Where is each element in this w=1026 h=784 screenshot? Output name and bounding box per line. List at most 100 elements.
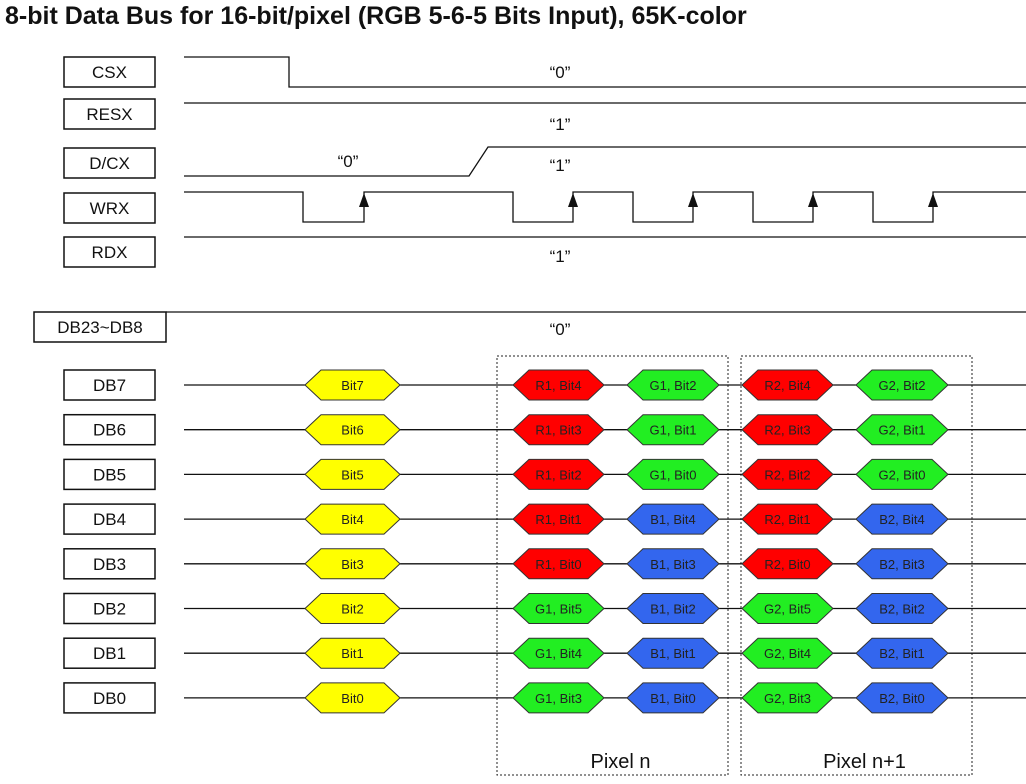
data-bit-cell bbox=[304, 682, 401, 714]
data-bit-cell bbox=[304, 637, 401, 669]
data-bit-label: G1, Bit5 bbox=[535, 602, 582, 617]
data-bit-label: G1, Bit4 bbox=[535, 646, 582, 661]
data-bit-cell bbox=[512, 682, 605, 714]
data-bit-cell bbox=[512, 414, 605, 446]
level-text: “1” bbox=[550, 247, 571, 266]
data-bit-cell bbox=[741, 593, 834, 624]
signal-label: DB7 bbox=[93, 376, 126, 395]
signal-label-box bbox=[63, 682, 156, 714]
rising-edge-arrow-icon bbox=[568, 193, 578, 207]
data-bit-label: B2, Bit1 bbox=[879, 646, 925, 661]
signal-label: DB1 bbox=[93, 644, 126, 663]
data-bit-label: R1, Bit4 bbox=[535, 378, 581, 393]
data-bit-label: Bit3 bbox=[341, 557, 363, 572]
data-bit-label: G2, Bit3 bbox=[764, 691, 811, 706]
signal-label-box bbox=[63, 458, 156, 491]
diagram-title: 8-bit Data Bus for 16-bit/pixel (RGB 5-6… bbox=[5, 2, 747, 30]
data-bit-label: G2, Bit0 bbox=[879, 467, 926, 482]
rising-edge-arrow-icon bbox=[359, 193, 369, 207]
data-bit-cell bbox=[855, 369, 949, 401]
signal-label: DB6 bbox=[93, 421, 126, 440]
data-bit-label: R1, Bit2 bbox=[535, 467, 581, 482]
data-bit-cell bbox=[626, 593, 720, 624]
data-bit-cell bbox=[512, 369, 605, 401]
signal-label: DB4 bbox=[93, 510, 126, 529]
data-bit-cell bbox=[741, 548, 834, 580]
data-bit-label: R2, Bit0 bbox=[764, 557, 810, 572]
signal-label: RDX bbox=[92, 243, 128, 262]
signal-label: DB5 bbox=[93, 465, 126, 484]
data-bit-label: G1, Bit2 bbox=[650, 378, 697, 393]
data-bit-cell bbox=[855, 548, 949, 580]
signal-label-box bbox=[33, 311, 167, 343]
data-bit-label: R1, Bit3 bbox=[535, 423, 581, 438]
data-bit-cell bbox=[855, 682, 949, 714]
rising-edge-arrow-icon bbox=[688, 193, 698, 207]
data-bit-label: R2, Bit2 bbox=[764, 467, 810, 482]
data-bit-label: R1, Bit0 bbox=[535, 557, 581, 572]
signal-label: DB3 bbox=[93, 555, 126, 574]
rising-edge-arrow-icon bbox=[808, 193, 818, 207]
data-bit-cell bbox=[741, 682, 834, 714]
data-bit-label: G2, Bit2 bbox=[879, 378, 926, 393]
data-bit-cell bbox=[512, 593, 605, 624]
data-bit-cell bbox=[304, 458, 401, 490]
data-bit-cell bbox=[626, 682, 720, 714]
signal-label: RESX bbox=[86, 105, 132, 124]
signal-label: WRX bbox=[90, 199, 130, 218]
data-bit-cell bbox=[741, 414, 834, 446]
data-bit-cell bbox=[512, 503, 605, 535]
signal-label-box bbox=[63, 369, 156, 401]
data-bit-label: G1, Bit3 bbox=[535, 691, 582, 706]
data-bit-label: Bit7 bbox=[341, 378, 363, 393]
level-text: “0” bbox=[550, 320, 571, 339]
data-bit-label: G1, Bit1 bbox=[650, 423, 697, 438]
rising-edge-arrow-icon bbox=[928, 193, 938, 207]
data-bit-label: B1, Bit0 bbox=[650, 691, 696, 706]
data-bit-label: Bit6 bbox=[341, 423, 363, 438]
data-bit-label: B2, Bit0 bbox=[879, 691, 925, 706]
signal-label: DB2 bbox=[93, 600, 126, 619]
data-bit-label: B1, Bit3 bbox=[650, 557, 696, 572]
data-bit-cell bbox=[741, 369, 834, 401]
data-bit-label: R2, Bit1 bbox=[764, 512, 810, 527]
data-bit-label: Bit4 bbox=[341, 512, 363, 527]
csx-waveform bbox=[184, 56, 1026, 88]
data-bit-label: G2, Bit4 bbox=[764, 646, 811, 661]
signal-label-box bbox=[63, 236, 156, 268]
data-bit-cell bbox=[855, 637, 949, 669]
data-bit-cell bbox=[304, 593, 401, 624]
data-bit-cell bbox=[626, 637, 720, 669]
data-bit-cell bbox=[626, 548, 720, 580]
data-bit-cell bbox=[512, 637, 605, 669]
data-bit-cell bbox=[512, 548, 605, 580]
data-bit-label: B2, Bit4 bbox=[879, 512, 925, 527]
data-bit-cell bbox=[855, 414, 949, 446]
data-bit-cell bbox=[855, 593, 949, 624]
level-text: “1” bbox=[550, 115, 571, 134]
data-bit-label: G1, Bit0 bbox=[650, 467, 697, 482]
data-bit-label: B2, Bit3 bbox=[879, 557, 925, 572]
data-bit-label: G2, Bit1 bbox=[879, 423, 926, 438]
data-bit-cell bbox=[626, 503, 720, 535]
data-bit-cell bbox=[304, 503, 401, 535]
pixel-group-label: Pixel n+1 bbox=[823, 751, 906, 773]
signal-label-box bbox=[63, 503, 156, 535]
data-bit-cell bbox=[512, 458, 605, 490]
signal-label: DB23~DB8 bbox=[57, 318, 143, 337]
data-bit-label: Bit2 bbox=[341, 602, 363, 617]
level-text: “1” bbox=[550, 156, 571, 175]
signal-label-box bbox=[63, 637, 156, 669]
signal-label: D/CX bbox=[89, 154, 130, 173]
signal-label-box bbox=[63, 592, 156, 625]
signal-label-box bbox=[63, 548, 156, 580]
data-bit-cell bbox=[304, 414, 401, 446]
signal-label: CSX bbox=[92, 63, 127, 82]
data-bit-cell bbox=[626, 369, 720, 401]
data-bit-cell bbox=[304, 548, 401, 580]
data-bit-cell bbox=[626, 458, 720, 490]
level-text: “0” bbox=[338, 152, 359, 171]
data-bit-label: B1, Bit2 bbox=[650, 602, 696, 617]
wrx-waveform bbox=[184, 191, 1026, 223]
data-bit-label: B2, Bit2 bbox=[879, 602, 925, 617]
